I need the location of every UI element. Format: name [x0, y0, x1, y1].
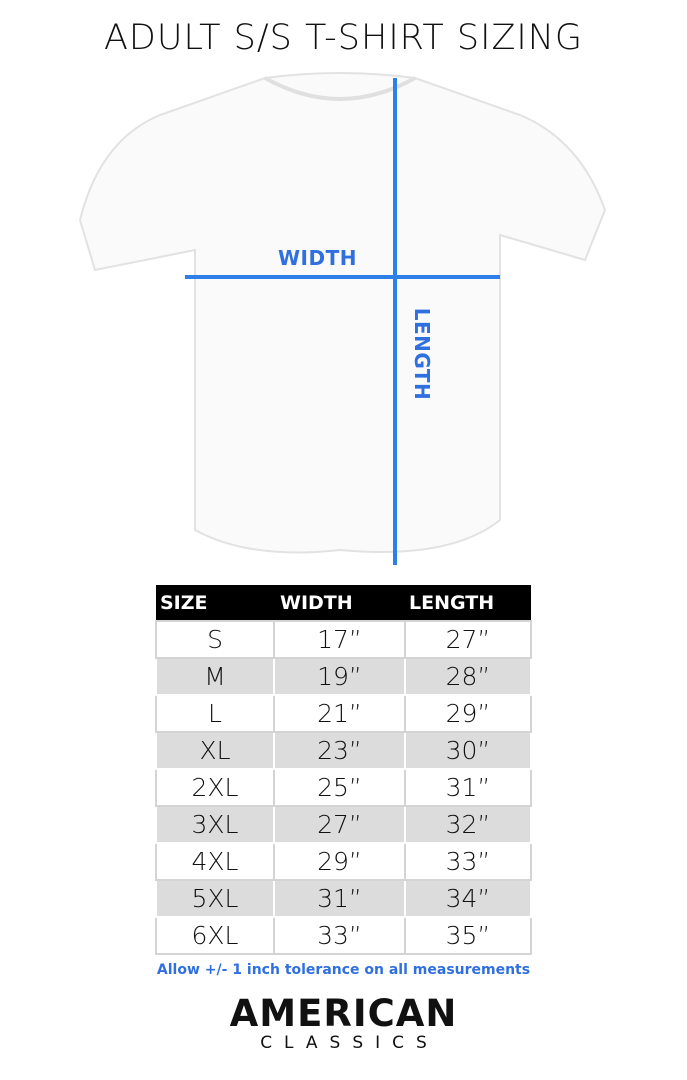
size-cell: S: [155, 620, 275, 659]
width-cell: 23”: [273, 731, 406, 770]
width-cell: 27”: [273, 805, 406, 844]
table-row: XL 23” 30”: [155, 731, 532, 770]
width-cell: 29”: [273, 842, 406, 881]
tshirt-collar: [264, 76, 416, 101]
size-cell: 6XL: [155, 916, 275, 955]
size-cell: 4XL: [155, 842, 275, 881]
size-cell: XL: [155, 731, 275, 770]
length-cell: 27”: [404, 620, 532, 659]
header-size: SIZE: [156, 585, 274, 621]
length-cell: 28”: [404, 657, 532, 696]
width-cell: 19”: [273, 657, 406, 696]
width-label: WIDTH: [278, 246, 357, 270]
length-cell: 33”: [404, 842, 532, 881]
width-cell: 21”: [273, 694, 406, 733]
header-length: LENGTH: [405, 585, 531, 621]
length-cell: 30”: [404, 731, 532, 770]
length-cell: 32”: [404, 805, 532, 844]
length-label: LENGTH: [410, 307, 434, 401]
table-row: 3XL 27” 32”: [155, 805, 532, 844]
table-header: SIZE WIDTH LENGTH: [156, 585, 531, 621]
width-cell: 31”: [273, 879, 406, 918]
tshirt-diagram: [78, 72, 607, 565]
tshirt-image: [78, 72, 607, 554]
size-cell: L: [155, 694, 275, 733]
table-row: 5XL 31” 34”: [155, 879, 532, 918]
size-cell: 5XL: [155, 879, 275, 918]
length-cell: 29”: [404, 694, 532, 733]
size-table: SIZE WIDTH LENGTH S 17” 27” M 19” 28” L 21” 29” X…: [155, 585, 532, 955]
length-cell: 35”: [404, 916, 532, 955]
table-row: 6XL 33” 35”: [155, 916, 532, 955]
length-cell: 31”: [404, 768, 532, 807]
width-cell: 33”: [273, 916, 406, 955]
width-cell: 17”: [273, 620, 406, 659]
length-cell: 34”: [404, 879, 532, 918]
header-width: WIDTH: [274, 585, 405, 621]
table-row: 4XL 29” 33”: [155, 842, 532, 881]
size-cell: M: [155, 657, 275, 696]
logo-line2: CLASSICS: [260, 1033, 439, 1053]
table-row: 2XL 25” 31”: [155, 768, 532, 807]
width-cell: 25”: [273, 768, 406, 807]
table-row: S 17” 27”: [155, 620, 532, 659]
size-cell: 2XL: [155, 768, 275, 807]
table-row: M 19” 28”: [155, 657, 532, 696]
table-row: L 21” 29”: [155, 694, 532, 733]
tolerance-note: Allow +/- 1 inch tolerance on all measur…: [156, 962, 531, 978]
size-cell: 3XL: [155, 805, 275, 844]
page-title: ADULT S/S T-SHIRT SIZING: [103, 18, 584, 58]
logo-line1: AMERICAN: [229, 992, 458, 1035]
brand-logo: AMERICAN CLASSICS: [0, 992, 687, 1054]
